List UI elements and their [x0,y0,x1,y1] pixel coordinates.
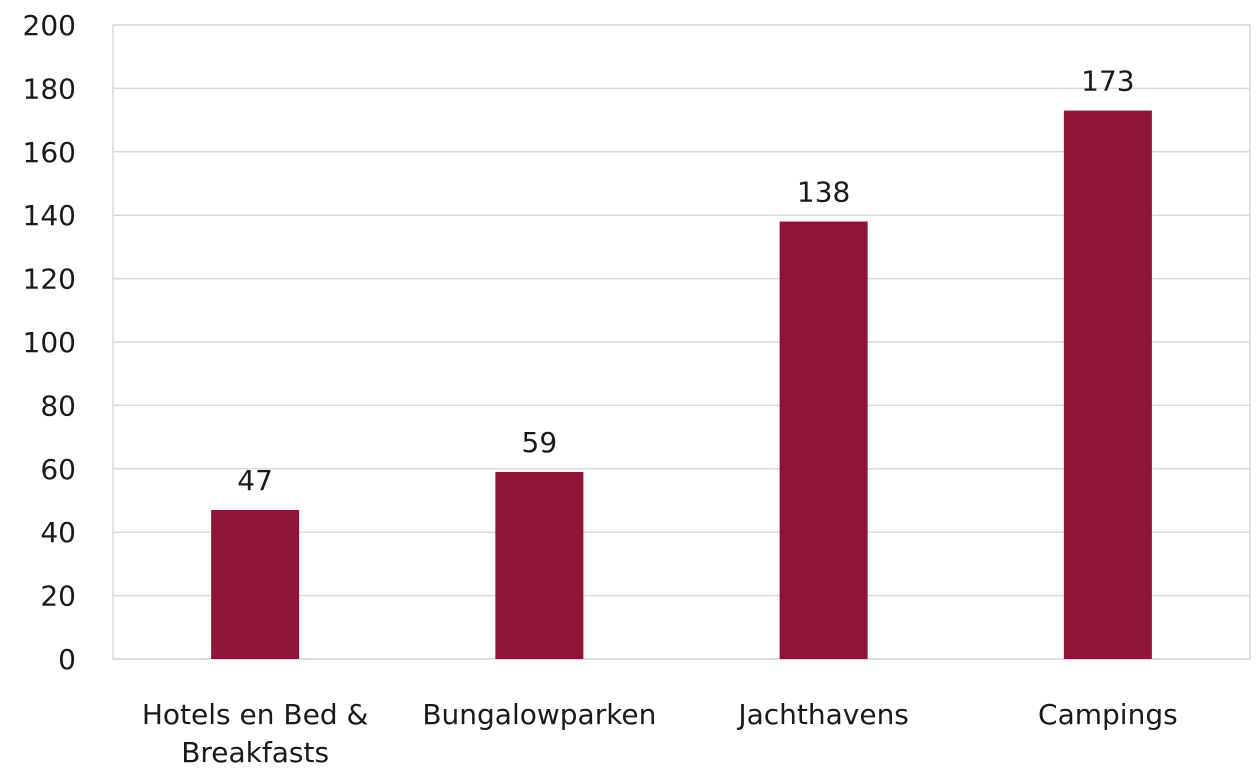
bar [779,221,868,660]
data-label: 138 [797,176,850,209]
bar [211,510,300,659]
bar [495,471,584,659]
y-tick-label: 120 [23,263,76,296]
data-label: 47 [237,464,273,497]
x-category-label: Hotels en Bed & Breakfasts [142,698,368,769]
x-category-label: Campings [1038,698,1178,731]
y-tick-label: 140 [23,199,76,232]
data-label: 173 [1081,65,1134,98]
y-tick-label: 80 [40,389,76,422]
y-tick-label: 60 [40,453,76,486]
y-tick-label: 40 [40,516,76,549]
y-tick-label: 160 [23,136,76,169]
bar [1063,110,1152,660]
data-label: 59 [522,426,558,459]
bars [211,110,1152,660]
y-tick-label: 20 [40,580,76,613]
x-category-label: Jachthavens [736,698,909,731]
y-tick-label: 0 [58,643,76,676]
x-axis-labels: Hotels en Bed & Breakfasts Bungalowparken J… [142,698,1178,769]
y-tick-label: 200 [23,9,76,42]
data-labels: 47 59 138 173 [237,65,1134,497]
y-axis-ticks: 0 20 40 60 80 100 120 140 160 180 200 [23,9,76,676]
y-tick-label: 180 [23,72,76,105]
gridlines [113,24,1250,660]
x-category-label: Bungalowparken [422,698,656,731]
y-tick-label: 100 [23,326,76,359]
